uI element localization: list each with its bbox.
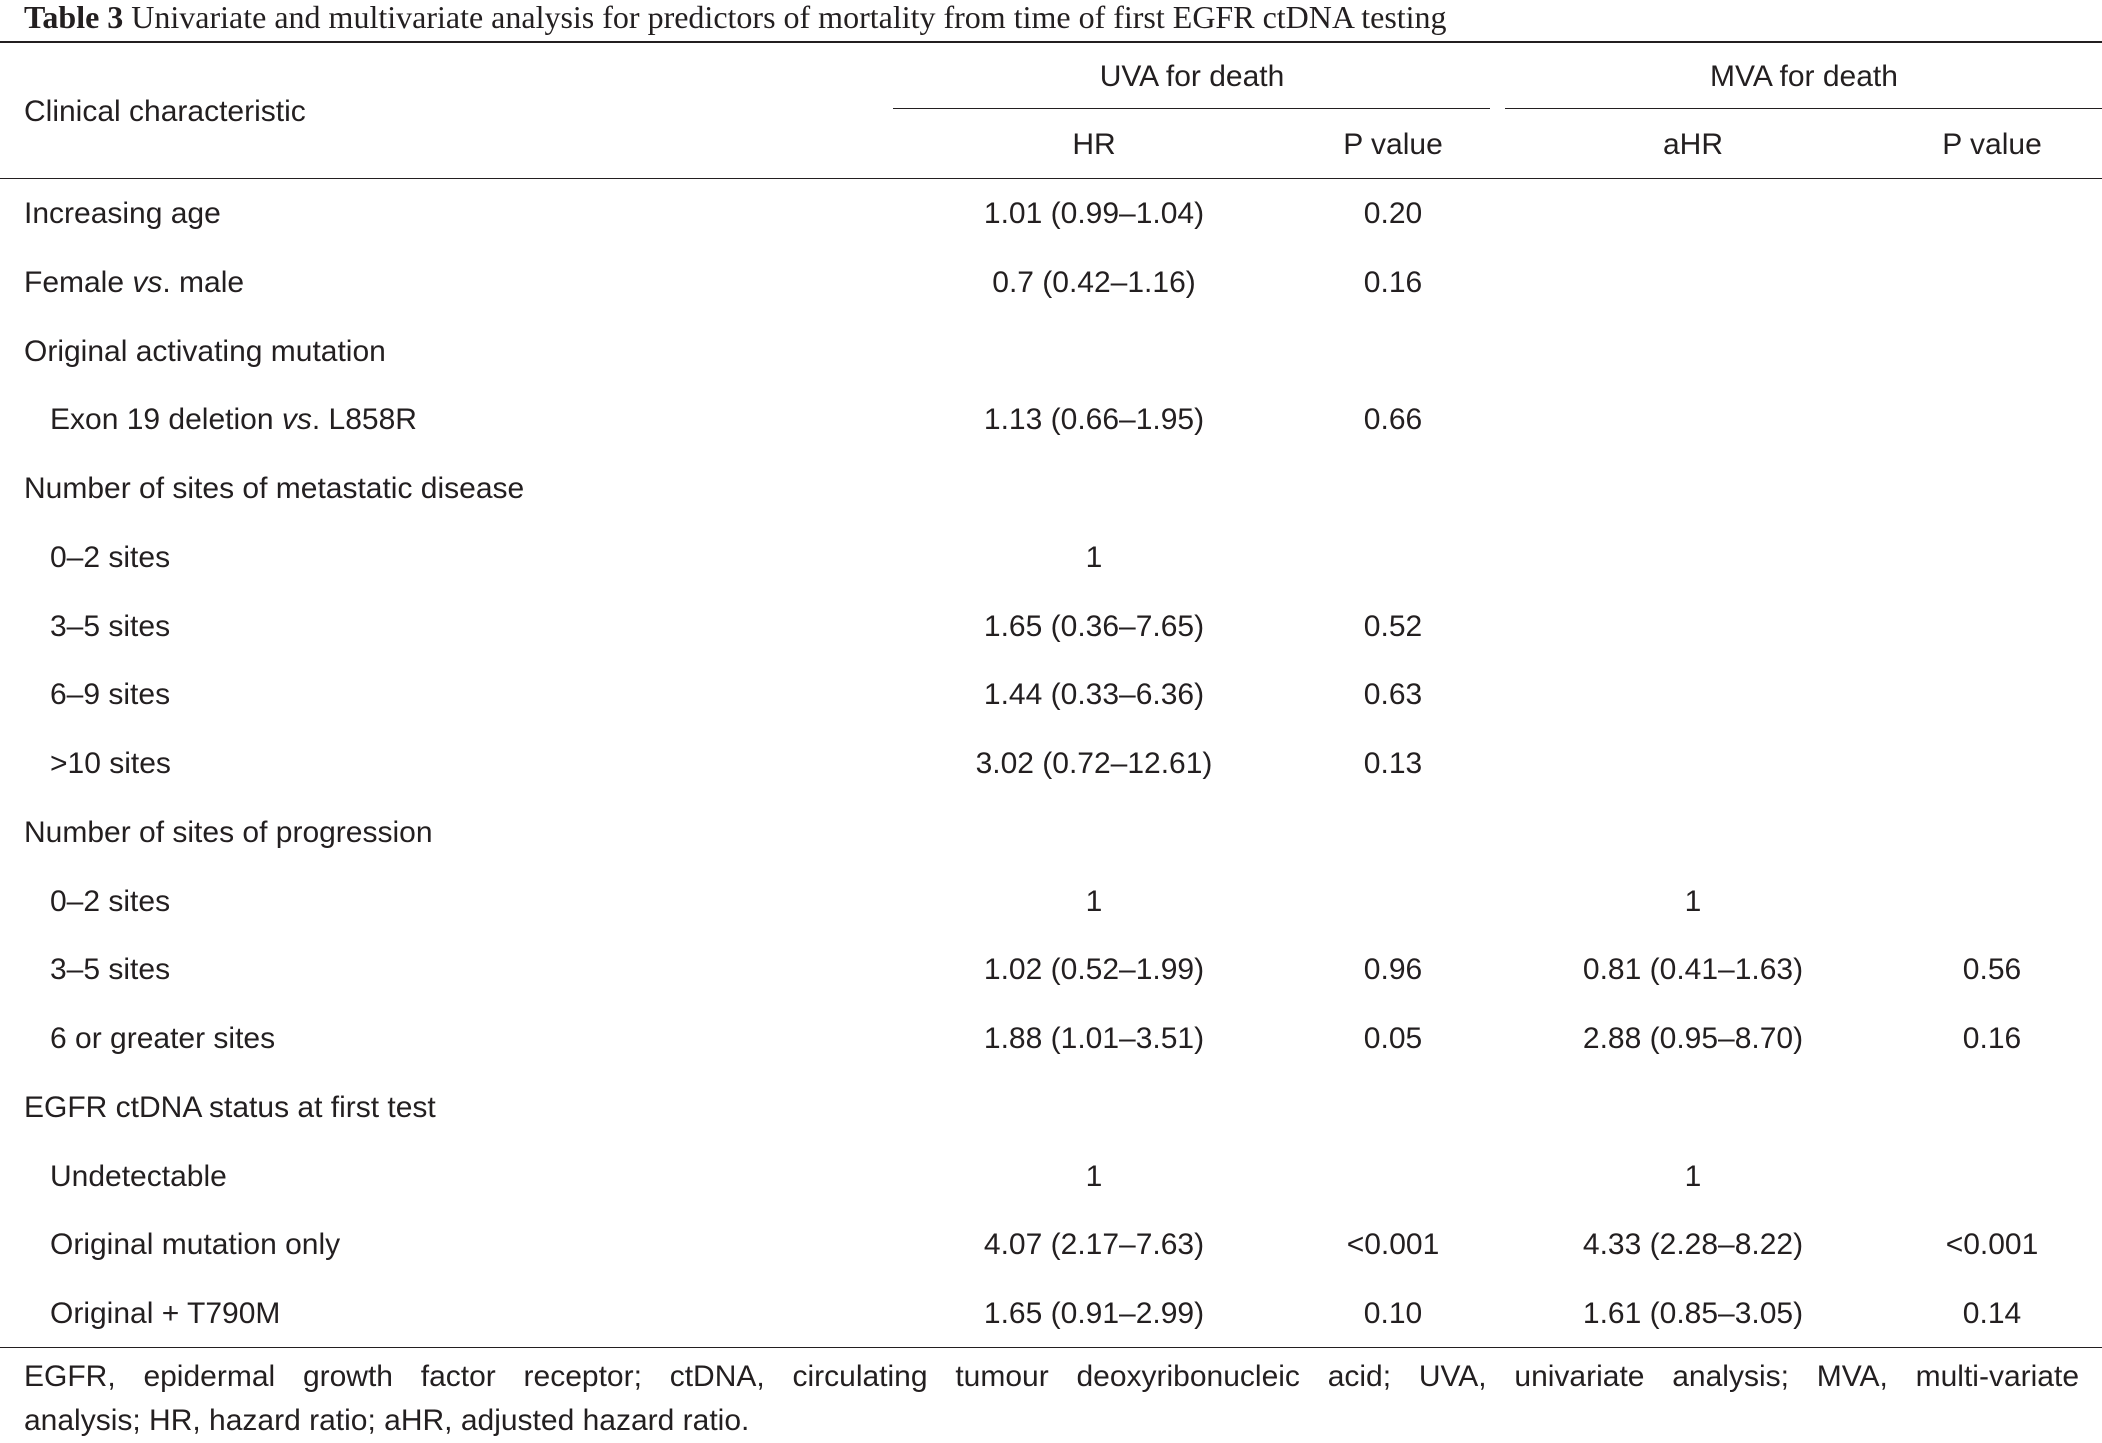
cell-uva-p: <0.001	[1346, 1228, 1440, 1261]
header-mva-group: MVA for death	[1710, 60, 1898, 93]
cell-mva-hr: 0.81 (0.41–1.63)	[1582, 953, 1804, 986]
header-uva-p: P value	[1343, 128, 1443, 161]
row-label-text: 6–9 sites	[50, 678, 171, 711]
table-caption: Table 3 Univariate and multivariate anal…	[24, 0, 1447, 36]
cell-mva-p: 0.16	[1962, 1022, 2022, 1055]
row-label: 6–9 sites	[50, 677, 170, 713]
footnote-line-1: EGFR, epidermal growth factor receptor; …	[24, 1360, 2079, 1393]
header-rule	[0, 178, 2102, 179]
cell-mva-hr: 4.33 (2.28–8.22)	[1582, 1228, 1804, 1261]
row-label: Exon 19 deletion vs. L858R	[50, 402, 417, 438]
row-label-text: Original + T790M	[50, 1297, 281, 1330]
cell-uva-hr: 1.65 (0.91–2.99)	[983, 1297, 1205, 1330]
cell-mva-hr: 1	[1684, 885, 1702, 918]
caption-label: Table 3	[24, 0, 124, 35]
row-label-suffix: . L858R	[311, 403, 417, 436]
row-label: >10 sites	[50, 746, 171, 782]
header-mva-hr: aHR	[1662, 128, 1724, 161]
cell-uva-p: 0.66	[1363, 403, 1423, 436]
row-label-text: 3–5 sites	[50, 610, 171, 643]
cell-mva-hr: 1	[1684, 1160, 1702, 1193]
cell-mva-hr: 2.88 (0.95–8.70)	[1582, 1022, 1804, 1055]
cell-uva-hr: 1.65 (0.36–7.65)	[983, 610, 1205, 643]
cell-uva-hr: 1.44 (0.33–6.36)	[983, 678, 1205, 711]
header-characteristic: Clinical characteristic	[24, 95, 306, 128]
row-label: 3–5 sites	[50, 609, 170, 645]
row-label: Original + T790M	[50, 1296, 280, 1332]
cell-mva-hr: 1.61 (0.85–3.05)	[1582, 1297, 1804, 1330]
cell-uva-p: 0.20	[1363, 197, 1423, 230]
row-label: Number of sites of metastatic disease	[24, 471, 524, 507]
top-rule	[0, 41, 2102, 43]
caption-text: Univariate and multivariate analysis for…	[131, 0, 1447, 35]
bottom-rule	[0, 1347, 2102, 1348]
row-label: 0–2 sites	[50, 540, 170, 576]
cell-mva-p: <0.001	[1945, 1228, 2039, 1261]
cell-mva-p: 0.14	[1962, 1297, 2022, 1330]
cell-uva-hr: 1	[1085, 541, 1103, 574]
row-label: Increasing age	[24, 196, 221, 232]
row-label-text: Number of sites of progression	[24, 816, 433, 849]
cell-uva-p: 0.16	[1363, 266, 1423, 299]
row-label: 0–2 sites	[50, 884, 170, 920]
row-label: Number of sites of progression	[24, 815, 433, 851]
row-label-text: 3–5 sites	[50, 953, 171, 986]
cell-uva-p: 0.96	[1363, 953, 1423, 986]
row-label-text: Female	[24, 266, 133, 299]
cell-uva-p: 0.13	[1363, 747, 1423, 780]
row-label: 6 or greater sites	[50, 1021, 275, 1057]
cell-uva-hr: 0.7 (0.42–1.16)	[992, 266, 1196, 299]
header-mva-p: P value	[1942, 128, 2042, 161]
row-label-text: EGFR ctDNA status at first test	[24, 1091, 436, 1124]
cell-uva-hr: 4.07 (2.17–7.63)	[983, 1228, 1205, 1261]
cell-uva-p: 0.10	[1363, 1297, 1423, 1330]
cell-uva-p: 0.52	[1363, 610, 1423, 643]
header-uva-group: UVA for death	[1099, 60, 1285, 93]
uva-group-rule	[893, 108, 1490, 109]
cell-uva-hr: 1.01 (0.99–1.04)	[983, 197, 1205, 230]
table-footnote: EGFR, epidermal growth factor receptor; …	[24, 1355, 2079, 1443]
cell-uva-hr: 1	[1085, 885, 1103, 918]
cell-uva-hr: 1.88 (1.01–3.51)	[983, 1022, 1205, 1055]
cell-uva-p: 0.05	[1363, 1022, 1423, 1055]
row-label: 3–5 sites	[50, 952, 170, 988]
row-label: Original activating mutation	[24, 334, 386, 370]
row-label: Female vs. male	[24, 265, 244, 301]
cell-uva-hr: 3.02 (0.72–12.61)	[975, 747, 1213, 780]
cell-uva-hr: 1	[1085, 1160, 1103, 1193]
row-label-italic: vs	[281, 403, 312, 436]
row-label: Original mutation only	[50, 1227, 340, 1263]
row-label-suffix: . male	[162, 266, 245, 299]
row-label-text: Undetectable	[50, 1160, 227, 1193]
cell-uva-p: 0.63	[1363, 678, 1423, 711]
row-label-text: 0–2 sites	[50, 885, 171, 918]
row-label-text: 6 or greater sites	[50, 1022, 276, 1055]
cell-uva-hr: 1.02 (0.52–1.99)	[983, 953, 1205, 986]
mva-group-rule	[1505, 108, 2102, 109]
row-label-text: Number of sites of metastatic disease	[24, 472, 525, 505]
row-label-text: 0–2 sites	[50, 541, 171, 574]
footnote-line-2: analysis; HR, hazard ratio; aHR, adjuste…	[24, 1404, 750, 1437]
row-label-text: >10 sites	[50, 747, 171, 780]
row-label-text: Exon 19 deletion	[50, 403, 282, 436]
row-label-text: Increasing age	[24, 197, 221, 230]
row-label: EGFR ctDNA status at first test	[24, 1090, 436, 1126]
cell-uva-hr: 1.13 (0.66–1.95)	[983, 403, 1205, 436]
header-uva-hr: HR	[1072, 128, 1116, 161]
row-label-italic: vs	[132, 266, 163, 299]
row-label-text: Original mutation only	[50, 1228, 341, 1261]
cell-mva-p: 0.56	[1962, 953, 2022, 986]
row-label-text: Original activating mutation	[24, 335, 386, 368]
row-label: Undetectable	[50, 1159, 227, 1195]
